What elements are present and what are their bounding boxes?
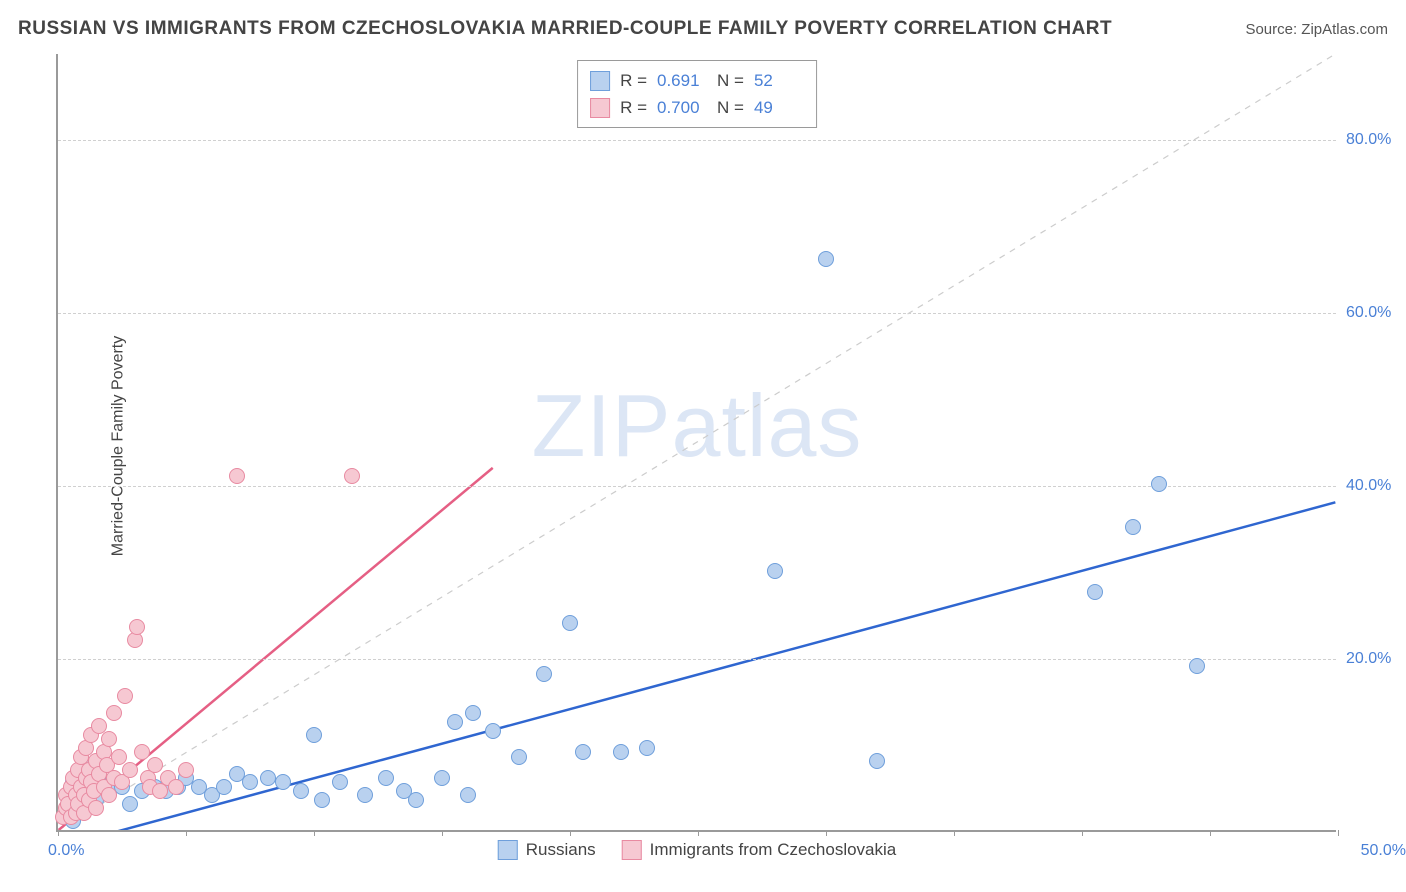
data-point xyxy=(216,779,232,795)
source-attribution: Source: ZipAtlas.com xyxy=(1245,21,1388,38)
data-point xyxy=(485,723,501,739)
data-point xyxy=(357,787,373,803)
data-point xyxy=(147,757,163,773)
data-point xyxy=(134,744,150,760)
data-point xyxy=(314,792,330,808)
x-tick-mark xyxy=(1210,830,1211,836)
swatch-russians xyxy=(590,71,610,91)
correlation-legend: R = 0.691 N = 52 R = 0.700 N = 49 xyxy=(577,60,817,128)
x-tick-mark xyxy=(570,830,571,836)
legend-row-russians: R = 0.691 N = 52 xyxy=(590,67,804,94)
data-point xyxy=(106,705,122,721)
x-tick-mark xyxy=(826,830,827,836)
data-point xyxy=(332,774,348,790)
data-point xyxy=(869,753,885,769)
x-tick-mark xyxy=(954,830,955,836)
legend-label-russians: Russians xyxy=(526,840,596,860)
gridline xyxy=(58,140,1336,141)
x-tick-mark xyxy=(58,830,59,836)
x-tick-mark xyxy=(442,830,443,836)
data-point xyxy=(101,787,117,803)
data-point xyxy=(122,796,138,812)
r-value-russians: 0.691 xyxy=(657,67,707,94)
data-point xyxy=(168,779,184,795)
data-point xyxy=(613,744,629,760)
swatch-czech-bottom xyxy=(622,840,642,860)
gridline xyxy=(58,659,1336,660)
y-tick-label: 80.0% xyxy=(1346,131,1406,149)
data-point xyxy=(1087,584,1103,600)
scatter-plot-area: ZIPatlas R = 0.691 N = 52 R = 0.700 N = … xyxy=(56,54,1336,832)
y-tick-label: 20.0% xyxy=(1346,650,1406,668)
data-point xyxy=(575,744,591,760)
data-point xyxy=(129,619,145,635)
x-tick-mark xyxy=(1338,830,1339,836)
data-point xyxy=(344,468,360,484)
data-point xyxy=(178,762,194,778)
x-tick-mark xyxy=(1082,830,1083,836)
data-point xyxy=(101,731,117,747)
data-point xyxy=(408,792,424,808)
data-point xyxy=(122,762,138,778)
legend-label-czech: Immigrants from Czechoslovakia xyxy=(650,840,897,860)
trend-lines xyxy=(58,54,1336,830)
data-point xyxy=(1151,476,1167,492)
data-point xyxy=(229,468,245,484)
data-point xyxy=(88,800,104,816)
x-tick-mark xyxy=(314,830,315,836)
data-point xyxy=(460,787,476,803)
data-point xyxy=(562,615,578,631)
x-axis-min-label: 0.0% xyxy=(48,842,84,860)
data-point xyxy=(378,770,394,786)
y-tick-label: 40.0% xyxy=(1346,477,1406,495)
legend-item-russians: Russians xyxy=(498,840,596,860)
x-tick-mark xyxy=(186,830,187,836)
legend-item-czech: Immigrants from Czechoslovakia xyxy=(622,840,897,860)
data-point xyxy=(1125,519,1141,535)
swatch-czech xyxy=(590,98,610,118)
data-point xyxy=(767,563,783,579)
x-tick-mark xyxy=(698,830,699,836)
data-point xyxy=(242,774,258,790)
legend-row-czech: R = 0.700 N = 49 xyxy=(590,94,804,121)
data-point xyxy=(293,783,309,799)
data-point xyxy=(639,740,655,756)
data-point xyxy=(434,770,450,786)
n-value-czech: 49 xyxy=(754,94,804,121)
data-point xyxy=(260,770,276,786)
y-tick-label: 60.0% xyxy=(1346,304,1406,322)
data-point xyxy=(818,251,834,267)
data-point xyxy=(275,774,291,790)
gridline xyxy=(58,313,1336,314)
r-value-czech: 0.700 xyxy=(657,94,707,121)
chart-title: RUSSIAN VS IMMIGRANTS FROM CZECHOSLOVAKI… xyxy=(18,18,1112,40)
data-point xyxy=(536,666,552,682)
gridline xyxy=(58,486,1336,487)
data-point xyxy=(1189,658,1205,674)
swatch-russians-bottom xyxy=(498,840,518,860)
data-point xyxy=(117,688,133,704)
data-point xyxy=(306,727,322,743)
series-legend: Russians Immigrants from Czechoslovakia xyxy=(498,840,897,860)
data-point xyxy=(447,714,463,730)
n-value-russians: 52 xyxy=(754,67,804,94)
watermark: ZIPatlas xyxy=(532,375,863,477)
data-point xyxy=(465,705,481,721)
data-point xyxy=(511,749,527,765)
x-axis-max-label: 50.0% xyxy=(1361,842,1406,860)
